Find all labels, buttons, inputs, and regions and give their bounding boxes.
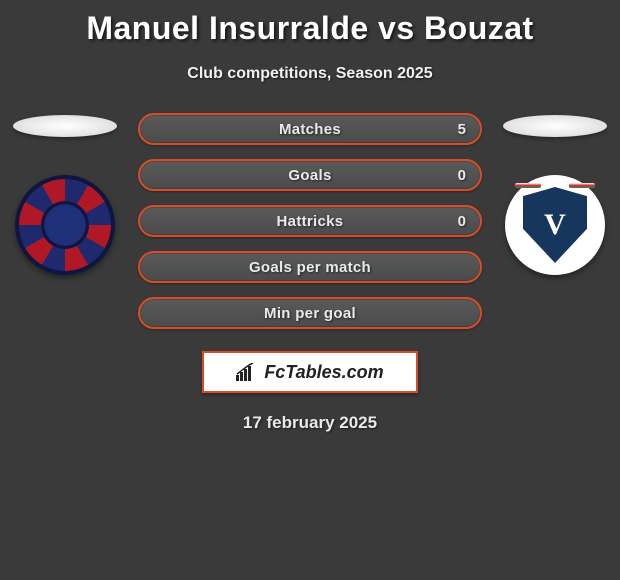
stat-label: Hattricks: [277, 213, 344, 230]
player-photo-placeholder-right: [503, 115, 607, 137]
stat-row-goals-per-match: Goals per match: [138, 251, 482, 283]
stat-row-matches: Matches 5: [138, 113, 482, 145]
stat-pill-list: Matches 5 Goals 0 Hattricks 0 Goals per …: [138, 113, 482, 329]
stat-label: Min per goal: [264, 305, 356, 322]
club-badge-right: [505, 175, 605, 275]
stat-right-value: 5: [458, 121, 466, 138]
stat-row-min-per-goal: Min per goal: [138, 297, 482, 329]
stat-label: Matches: [279, 121, 341, 138]
page-title: Manuel Insurralde vs Bouzat: [0, 0, 620, 47]
stat-label: Goals per match: [249, 259, 371, 276]
left-column: [10, 113, 120, 275]
right-column: [500, 113, 610, 275]
club-badge-left: [15, 175, 115, 275]
player-photo-placeholder-left: [13, 115, 117, 137]
page-subtitle: Club competitions, Season 2025: [0, 65, 620, 83]
stat-label: Goals: [288, 167, 331, 184]
comparison-panel: Matches 5 Goals 0 Hattricks 0 Goals per …: [0, 113, 620, 329]
brand-text: FcTables.com: [264, 362, 383, 383]
stat-right-value: 0: [458, 213, 466, 230]
stat-row-goals: Goals 0: [138, 159, 482, 191]
snapshot-date: 17 february 2025: [0, 413, 620, 433]
brand-badge: FcTables.com: [202, 351, 418, 393]
bar-chart-icon: [236, 363, 258, 381]
shield-icon: [523, 187, 587, 263]
stat-right-value: 0: [458, 167, 466, 184]
stat-row-hattricks: Hattricks 0: [138, 205, 482, 237]
